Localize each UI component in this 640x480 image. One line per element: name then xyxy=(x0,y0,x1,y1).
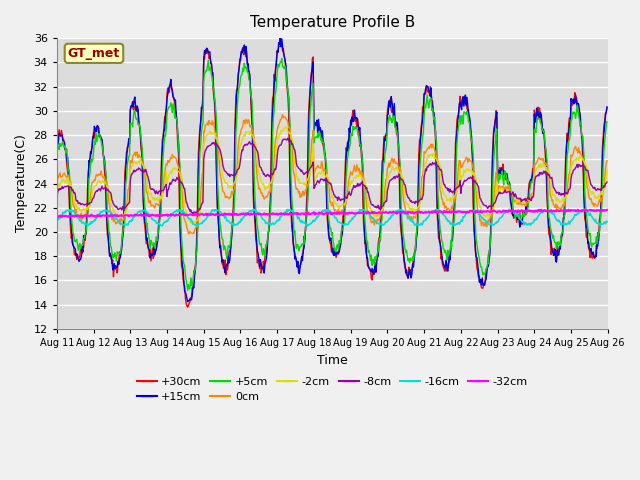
-32cm xyxy=(399,208,407,214)
-8cm xyxy=(603,179,611,185)
-32cm xyxy=(176,212,184,218)
-16cm xyxy=(53,218,61,224)
-2cm xyxy=(120,212,127,218)
-8cm xyxy=(205,143,213,149)
Line: -8cm: -8cm xyxy=(57,138,607,214)
-16cm xyxy=(175,208,183,214)
-8cm xyxy=(53,193,61,199)
+15cm xyxy=(63,158,70,164)
0cm xyxy=(175,165,183,171)
0cm xyxy=(205,118,213,123)
+5cm xyxy=(278,56,285,61)
-8cm xyxy=(284,135,292,141)
-16cm xyxy=(304,223,312,229)
Line: -32cm: -32cm xyxy=(57,210,607,217)
+15cm xyxy=(120,229,127,235)
-8cm xyxy=(63,183,70,189)
-32cm xyxy=(603,207,611,213)
Line: -2cm: -2cm xyxy=(57,127,607,224)
-16cm xyxy=(401,211,408,217)
+15cm xyxy=(401,258,408,264)
Line: -16cm: -16cm xyxy=(57,209,607,226)
-2cm xyxy=(205,131,213,136)
+30cm xyxy=(603,105,611,110)
Text: GT_met: GT_met xyxy=(68,47,120,60)
+15cm xyxy=(184,299,191,304)
Line: +30cm: +30cm xyxy=(57,42,607,307)
+15cm xyxy=(53,137,61,143)
+15cm xyxy=(175,153,183,159)
0cm xyxy=(184,231,192,237)
-2cm xyxy=(401,185,408,191)
+5cm xyxy=(53,146,61,152)
-8cm xyxy=(417,196,424,202)
0cm xyxy=(278,112,286,118)
+15cm xyxy=(205,49,213,55)
+5cm xyxy=(63,146,70,152)
0cm xyxy=(120,217,127,223)
+30cm xyxy=(184,304,191,310)
Line: +5cm: +5cm xyxy=(57,59,607,290)
+15cm xyxy=(276,34,284,40)
+5cm xyxy=(120,225,127,231)
-32cm xyxy=(58,215,65,220)
-2cm xyxy=(417,200,424,206)
-8cm xyxy=(401,181,408,187)
X-axis label: Time: Time xyxy=(317,354,348,367)
+15cm xyxy=(603,104,611,110)
0cm xyxy=(53,180,61,186)
+5cm xyxy=(401,240,408,246)
Line: 0cm: 0cm xyxy=(57,115,607,234)
Y-axis label: Temperature(C): Temperature(C) xyxy=(15,134,28,232)
-32cm xyxy=(205,211,213,217)
+30cm xyxy=(401,260,408,266)
-16cm xyxy=(63,208,70,214)
-32cm xyxy=(538,207,545,213)
-2cm xyxy=(189,221,197,227)
+5cm xyxy=(184,288,191,293)
+5cm xyxy=(603,119,611,125)
-8cm xyxy=(175,177,183,183)
+5cm xyxy=(175,151,183,157)
-32cm xyxy=(53,213,61,219)
+30cm xyxy=(175,196,183,202)
Title: Temperature Profile B: Temperature Profile B xyxy=(250,15,415,30)
0cm xyxy=(63,174,70,180)
+30cm xyxy=(120,220,127,226)
-2cm xyxy=(63,178,70,184)
+30cm xyxy=(53,134,61,140)
0cm xyxy=(401,201,408,206)
-16cm xyxy=(205,213,212,218)
-16cm xyxy=(417,222,424,228)
-16cm xyxy=(603,219,611,225)
-32cm xyxy=(64,214,72,220)
Line: +15cm: +15cm xyxy=(57,37,607,301)
-2cm xyxy=(281,124,289,130)
-8cm xyxy=(120,205,127,211)
+30cm xyxy=(63,162,70,168)
-16cm xyxy=(250,206,257,212)
-16cm xyxy=(120,222,127,228)
0cm xyxy=(603,158,611,164)
-8cm xyxy=(189,211,197,216)
+5cm xyxy=(417,157,424,163)
0cm xyxy=(417,195,424,201)
+30cm xyxy=(417,135,424,141)
+5cm xyxy=(205,68,213,73)
-2cm xyxy=(53,188,61,193)
+30cm xyxy=(277,39,285,45)
-2cm xyxy=(603,168,611,173)
-32cm xyxy=(120,213,128,218)
Legend: +30cm, +15cm, +5cm, 0cm, -2cm, -8cm, -16cm, -32cm: +30cm, +15cm, +5cm, 0cm, -2cm, -8cm, -16… xyxy=(132,372,532,407)
-32cm xyxy=(416,209,424,215)
+30cm xyxy=(205,56,213,61)
+15cm xyxy=(417,138,424,144)
-2cm xyxy=(175,169,183,175)
